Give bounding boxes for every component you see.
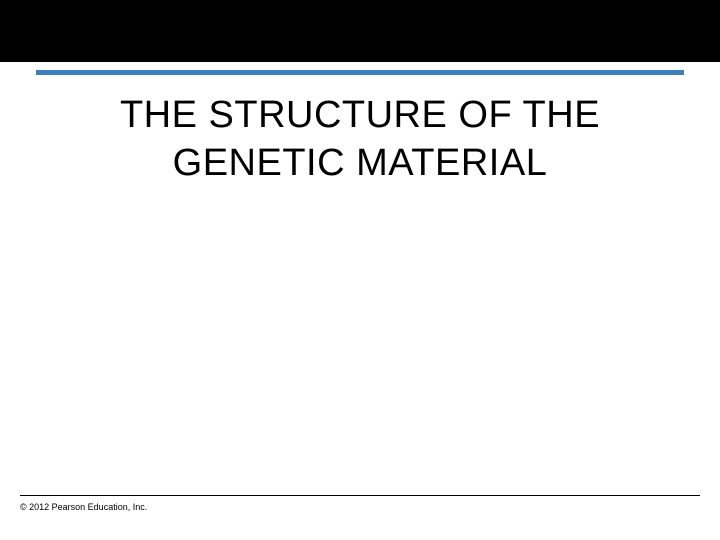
top-black-bar [0, 0, 720, 62]
slide-title: THE STRUCTURE OF THE GENETIC MATERIAL [0, 92, 720, 187]
footer-rule [20, 495, 700, 496]
accent-rule [36, 70, 684, 75]
copyright-text: © 2012 Pearson Education, Inc. [20, 502, 147, 512]
title-line-2: GENETIC MATERIAL [173, 142, 548, 184]
title-line-1: THE STRUCTURE OF THE [120, 94, 600, 136]
